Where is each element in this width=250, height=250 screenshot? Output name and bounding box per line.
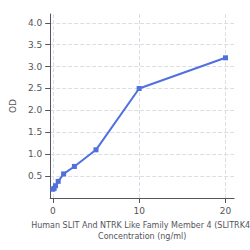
svg-text:Concentration (ng/ml): Concentration (ng/ml) (98, 232, 186, 241)
svg-text:OD: OD (8, 99, 18, 113)
svg-text:0.5: 0.5 (28, 171, 42, 181)
svg-text:20: 20 (220, 206, 232, 216)
svg-text:3.0: 3.0 (28, 62, 43, 72)
svg-text:1.0: 1.0 (28, 149, 43, 159)
svg-text:1.5: 1.5 (28, 127, 42, 137)
svg-text:2.5: 2.5 (28, 83, 42, 93)
svg-text:Human SLIT And NTRK Like Famil: Human SLIT And NTRK Like Family Member 4… (31, 221, 250, 230)
svg-text:2.0: 2.0 (28, 105, 43, 115)
svg-text:0: 0 (50, 206, 56, 216)
svg-text:10: 10 (133, 206, 145, 216)
svg-text:3.5: 3.5 (28, 40, 42, 50)
svg-text:4.0: 4.0 (28, 18, 43, 28)
